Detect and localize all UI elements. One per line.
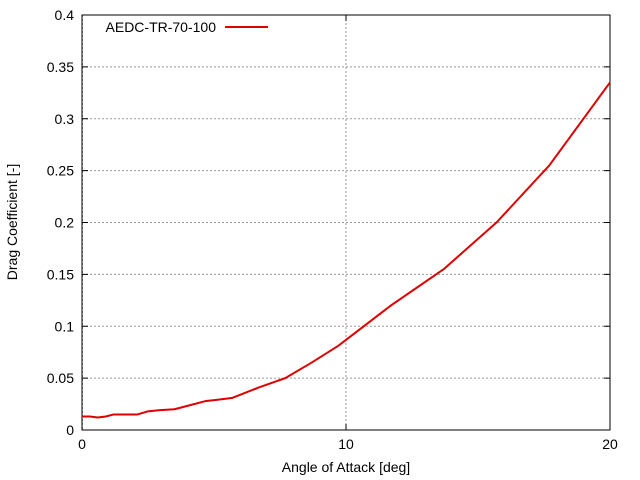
y-tick-label: 0.3 — [55, 111, 75, 127]
y-tick-label: 0.2 — [55, 215, 75, 231]
legend-label-aedc-tr-70-100: AEDC-TR-70-100 — [106, 19, 217, 35]
y-tick-label: 0.05 — [47, 370, 74, 386]
grid-lines — [82, 15, 610, 430]
series-line-aedc-tr-70-100 — [82, 81, 611, 419]
y-tick-label: 0.35 — [47, 59, 74, 75]
x-tick-label: 10 — [338, 436, 354, 452]
y-axis-label: Drag Coefficient [-] — [4, 164, 20, 280]
series-layer — [82, 81, 611, 419]
y-tick-label: 0.15 — [47, 266, 74, 282]
y-tick-label: 0 — [66, 422, 74, 438]
y-tick-label: 0.4 — [55, 7, 75, 23]
y-tick-label: 0.1 — [55, 318, 75, 334]
y-tick-label: 0.25 — [47, 163, 74, 179]
axis-ticks: 0 0.05 0.1 0.15 0.2 0.25 0.3 0.35 0.4 0 10 20 — [47, 7, 618, 452]
x-tick-label: 20 — [602, 436, 618, 452]
x-axis-label: Angle of Attack [deg] — [282, 459, 410, 475]
legend: AEDC-TR-70-100 — [106, 19, 268, 35]
x-tick-label: 0 — [78, 436, 86, 452]
